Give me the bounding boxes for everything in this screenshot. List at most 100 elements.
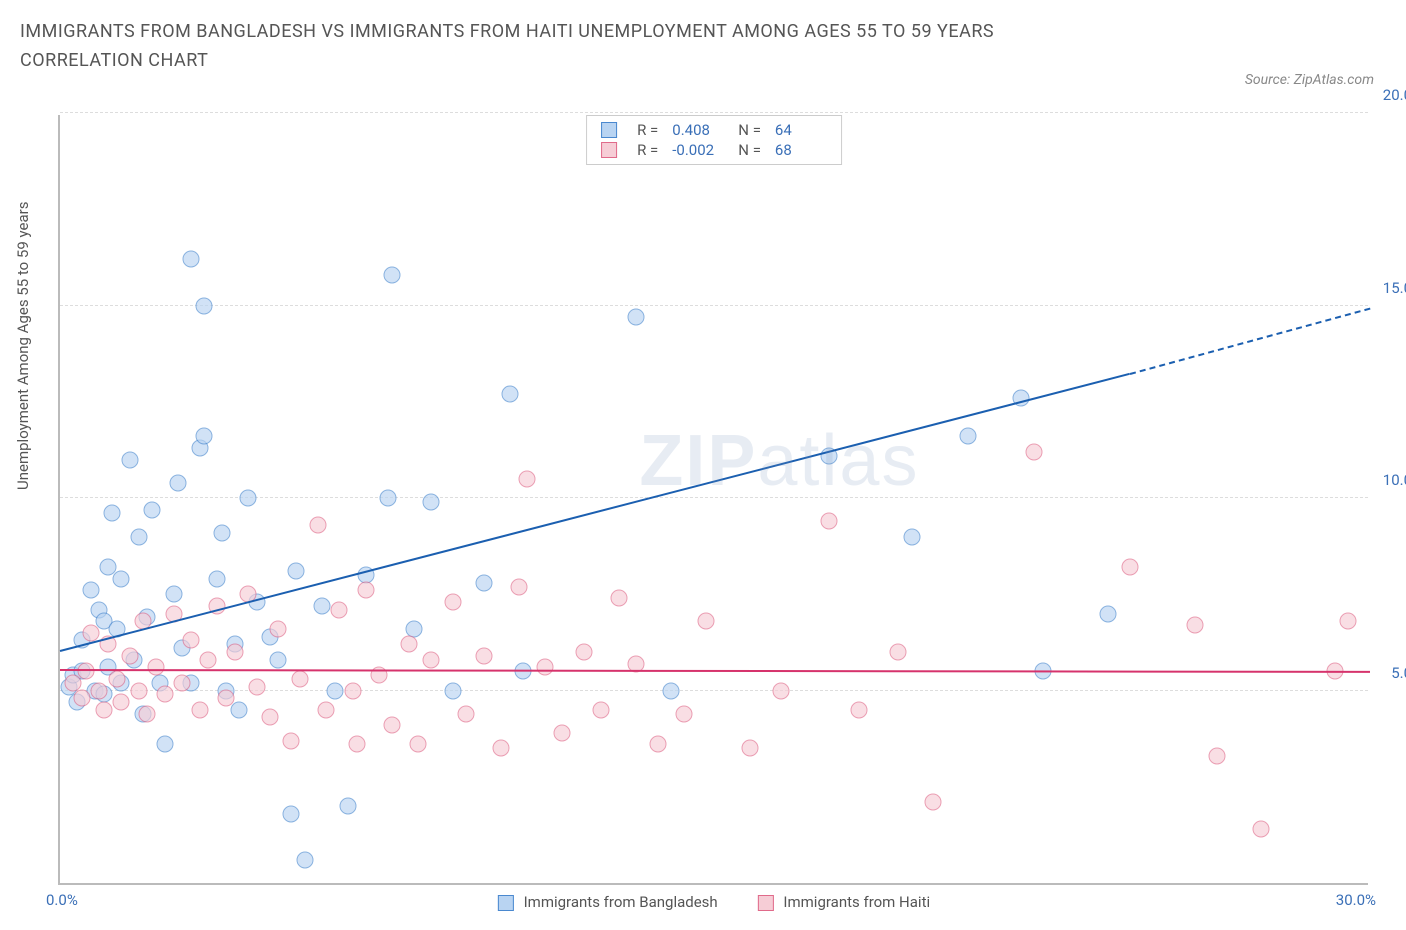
data-point [423, 651, 440, 668]
data-point [610, 590, 627, 607]
data-point [209, 570, 226, 587]
data-point [183, 251, 200, 268]
data-point [73, 690, 90, 707]
data-point [510, 578, 527, 595]
data-point [357, 582, 374, 599]
y-tick-label: 5.0% [1391, 664, 1406, 682]
data-point [1121, 559, 1138, 576]
data-point [445, 682, 462, 699]
data-point [82, 624, 99, 641]
data-point [628, 309, 645, 326]
data-point [903, 528, 920, 545]
data-point [772, 682, 789, 699]
data-point [226, 644, 243, 661]
data-point [536, 659, 553, 676]
data-point [348, 736, 365, 753]
data-point [1025, 443, 1042, 460]
gridline [60, 112, 1368, 113]
data-point [130, 682, 147, 699]
data-point [121, 451, 138, 468]
swatch-haiti [601, 142, 617, 158]
series-legend: Immigrants from Bangladesh Immigrants fr… [498, 893, 930, 911]
data-point [296, 851, 313, 868]
data-point [741, 740, 758, 757]
data-point [78, 663, 95, 680]
trend-line [60, 373, 1130, 652]
data-point [139, 705, 156, 722]
data-point [82, 582, 99, 599]
data-point [318, 701, 335, 718]
data-point [851, 701, 868, 718]
data-point [676, 705, 693, 722]
data-point [820, 513, 837, 530]
data-point [423, 493, 440, 510]
data-point [287, 563, 304, 580]
data-point [576, 644, 593, 661]
data-point [383, 717, 400, 734]
data-point [156, 736, 173, 753]
data-point [148, 659, 165, 676]
data-point [475, 647, 492, 664]
data-point [217, 690, 234, 707]
trend-line [1130, 307, 1371, 374]
data-point [379, 490, 396, 507]
chart-title: IMMIGRANTS FROM BANGLADESH VS IMMIGRANTS… [20, 18, 1120, 76]
data-point [519, 470, 536, 487]
gridline [60, 305, 1368, 306]
data-point [143, 501, 160, 518]
data-point [113, 694, 130, 711]
data-point [213, 524, 230, 541]
data-point [91, 682, 108, 699]
data-point [169, 474, 186, 491]
data-point [191, 701, 208, 718]
data-point [960, 428, 977, 445]
swatch-bangladesh [498, 895, 514, 911]
swatch-haiti [758, 895, 774, 911]
data-point [239, 490, 256, 507]
data-point [383, 266, 400, 283]
legend-item-haiti: Immigrants from Haiti [758, 893, 930, 911]
x-tick-min: 0.0% [46, 891, 78, 909]
source-attribution: Source: ZipAtlas.com [1245, 72, 1374, 88]
data-point [196, 428, 213, 445]
data-point [340, 798, 357, 815]
data-point [698, 613, 715, 630]
data-point [650, 736, 667, 753]
data-point [108, 670, 125, 687]
y-tick-label: 20.0% [1383, 86, 1406, 104]
data-point [165, 586, 182, 603]
data-point [554, 724, 571, 741]
data-point [663, 682, 680, 699]
y-axis-label: Unemployment Among Ages 55 to 59 years [14, 202, 32, 490]
data-point [261, 709, 278, 726]
data-point [104, 505, 121, 522]
data-point [196, 297, 213, 314]
data-point [327, 682, 344, 699]
data-point [113, 570, 130, 587]
data-point [309, 516, 326, 533]
trend-line [60, 669, 1370, 673]
data-point [248, 678, 265, 695]
data-point [401, 636, 418, 653]
data-point [183, 632, 200, 649]
data-point [593, 701, 610, 718]
data-point [1252, 821, 1269, 838]
legend-row-haiti: R = -0.002 N = 68 [601, 140, 827, 160]
data-point [1209, 747, 1226, 764]
data-point [331, 601, 348, 618]
legend-row-bangladesh: R = 0.408 N = 64 [601, 120, 827, 140]
swatch-bangladesh [601, 122, 617, 138]
data-point [270, 620, 287, 637]
data-point [1100, 605, 1117, 622]
y-tick-label: 10.0% [1383, 471, 1406, 489]
data-point [283, 732, 300, 749]
data-point [130, 528, 147, 545]
data-point [344, 682, 361, 699]
data-point [314, 597, 331, 614]
data-point [445, 593, 462, 610]
data-point [493, 740, 510, 757]
data-point [121, 647, 138, 664]
data-point [270, 651, 287, 668]
data-point [458, 705, 475, 722]
data-point [925, 794, 942, 811]
